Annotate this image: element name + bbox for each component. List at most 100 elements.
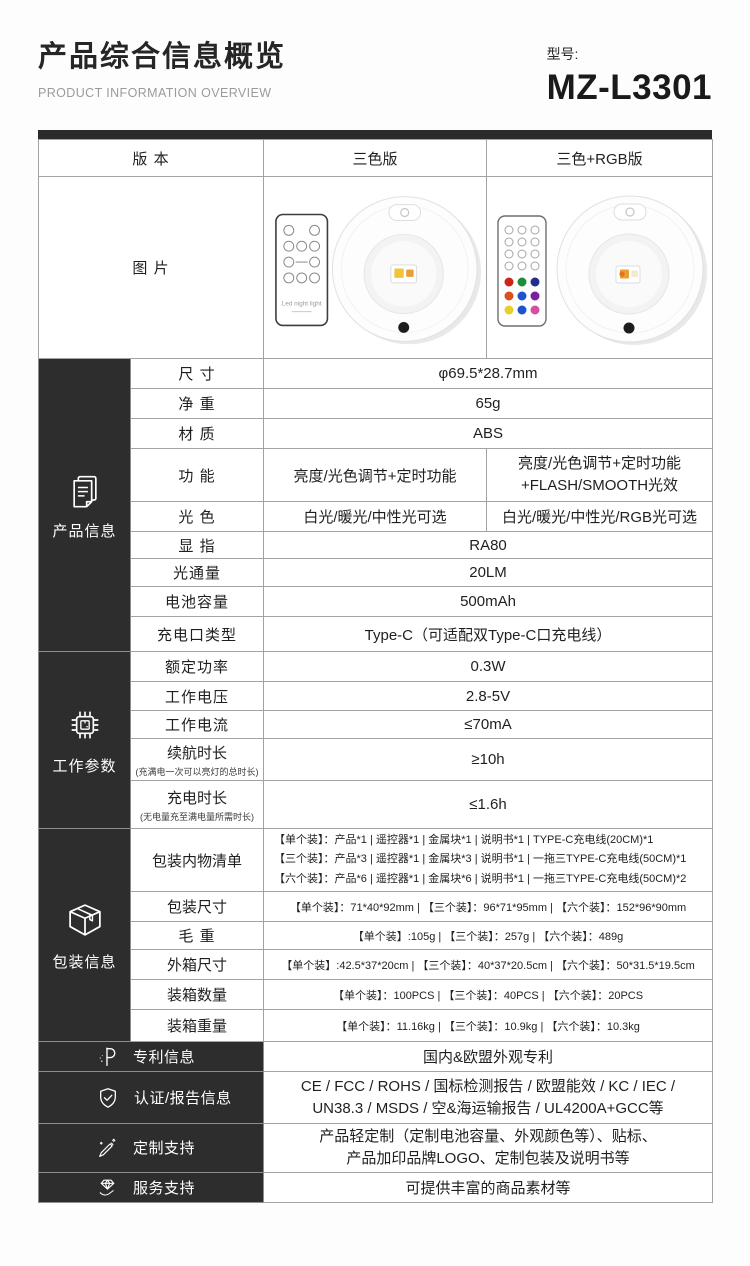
model-label: 型号: bbox=[546, 46, 579, 62]
value-battery: 500mAh bbox=[263, 586, 714, 617]
runtime-label: 续航时长 bbox=[167, 744, 228, 762]
label-rated-power: 额定功率 bbox=[129, 651, 265, 682]
row-current: 工作电流 ≤70mA bbox=[39, 710, 714, 739]
rgb-remote-control-icon bbox=[496, 214, 547, 327]
value-contents: 【单个装】：产品*1 | 遥控器*1 | 金属块*1 | 说明书*1 | TYP… bbox=[263, 828, 714, 892]
section-label: 工作参数 bbox=[52, 757, 117, 775]
label-carton-size: 外箱尺寸 bbox=[129, 949, 265, 980]
custom-header-cell: 定制支持 bbox=[37, 1123, 265, 1173]
custom-line2: 产品加印品牌LOGO、定制包装及说明书等 bbox=[346, 1149, 630, 1167]
label-flux: 光通量 bbox=[129, 558, 265, 587]
row-voltage: 工作电压 2.8-5V bbox=[39, 681, 714, 711]
function-rgb-line1: 亮度/光色调节+定时功能 bbox=[518, 455, 681, 473]
value-gross-weight: 【单个装】:105g | 【三个装】：257g | 【六个装】：489g bbox=[263, 921, 714, 950]
row-carton-weight: 装箱重量 【单个装】：11.16kg | 【三个装】：10.9kg | 【六个装… bbox=[39, 1009, 714, 1042]
model-number: MZ-L3301 bbox=[546, 68, 712, 107]
patent-label: 专利信息 bbox=[133, 1049, 196, 1066]
value-current: ≤70mA bbox=[263, 710, 714, 739]
value-carton-size: 【单个装】:42.5*37*20cm | 【三个装】：40*37*20.5cm … bbox=[263, 949, 714, 980]
contents-line-six: 【六个装】：产品*6 | 遥控器*1 | 金属块*6 | 说明书*1 | 一拖三… bbox=[274, 872, 687, 885]
table-top-bar bbox=[38, 130, 712, 139]
value-custom: 产品轻定制（定制电池容量、外观颜色等）、贴标、 产品加印品牌LOGO、定制包装及… bbox=[263, 1123, 714, 1173]
label-net-weight: 净 重 bbox=[129, 388, 265, 419]
remote-control-icon: Led night light bbox=[275, 213, 329, 326]
charge-time-sublabel: (无电量充至满电量所需时长) bbox=[140, 811, 254, 822]
page-subtitle: PRODUCT INFORMATION OVERVIEW bbox=[38, 85, 272, 100]
custom-label: 定制支持 bbox=[133, 1140, 196, 1158]
label-carton-weight: 装箱重量 bbox=[129, 1009, 265, 1042]
puck-light bbox=[331, 195, 482, 344]
product-photo-tricolor: Led night light bbox=[275, 195, 482, 344]
label-material: 材 质 bbox=[129, 418, 265, 449]
label-voltage: 工作电压 bbox=[129, 681, 265, 711]
row-size: 产品信息 尺 寸 φ69.5*28.7mm bbox=[38, 358, 714, 652]
label-port: 充电口类型 bbox=[129, 616, 265, 652]
page-header: 产品综合信息概览 PRODUCT INFORMATION OVERVIEW 型号… bbox=[0, 0, 750, 118]
value-runtime: ≥10h bbox=[263, 738, 714, 781]
page-title: 产品综合信息概览 bbox=[38, 41, 287, 73]
row-light-color: 光 色 白光/暖光/中性光可选 白光/暖光/中性光/RGB光可选 bbox=[39, 501, 714, 532]
row-function: 功 能 亮度/光色调节+定时功能 亮度/光色调节+定时功能 +FLASH/SMO… bbox=[39, 448, 714, 502]
sidebar-packaging: 包装信息 bbox=[38, 828, 131, 1042]
runtime-sublabel: (充满电一次可以亮灯的总时长) bbox=[135, 766, 259, 777]
label-battery: 电池容量 bbox=[129, 586, 265, 617]
value-carton-qty: 【单个装】：100PCS | 【三个装】：40PCS | 【六个装】：20PCS bbox=[263, 979, 714, 1010]
row-material: 材 质 ABS bbox=[39, 418, 714, 449]
cert-label: 认证/报告信息 bbox=[134, 1090, 232, 1107]
image-row: 图 片 Led night light bbox=[37, 176, 714, 359]
value-rated-power: 0.3W bbox=[263, 651, 714, 682]
label-runtime: 续航时长 (充满电一次可以亮灯的总时长) bbox=[129, 738, 265, 781]
shield-check-icon bbox=[100, 1087, 116, 1108]
image-header-cell: 图 片 bbox=[37, 176, 265, 359]
led-orange bbox=[406, 268, 414, 277]
title-block: 产品综合信息概览 PRODUCT INFORMATION OVERVIEW bbox=[38, 41, 287, 100]
product-image-tricolor-cell: Led night light bbox=[263, 176, 488, 359]
value-charge-time: ≤1.6h bbox=[263, 780, 714, 829]
box-icon bbox=[68, 903, 101, 936]
product-image-rgb-cell bbox=[486, 176, 714, 359]
value-pack-size: 【单个装】：71*40*92mm | 【三个装】：96*71*95mm | 【六… bbox=[263, 891, 714, 922]
row-port: 充电口类型 Type-C（可适配双Type-C口充电线） bbox=[39, 616, 714, 652]
patent-header-cell: 专利信息 bbox=[37, 1041, 265, 1072]
chip-icon bbox=[71, 711, 98, 738]
value-port: Type-C（可适配双Type-C口充电线） bbox=[263, 616, 714, 652]
row-contents: 包装信息 包装内物清单 【单个装】：产品*1 | 遥控器*1 | 金属块*1 |… bbox=[38, 828, 714, 1042]
version-row: 版 本 三色版 三色+RGB版 bbox=[37, 139, 714, 177]
row-rated-power: 工作参数 额定功率 0.3W bbox=[38, 651, 714, 829]
value-size: φ69.5*28.7mm bbox=[263, 358, 714, 389]
value-light-color-rgb: 白光/暖光/中性光/RGB光可选 bbox=[486, 501, 714, 532]
label-function: 功 能 bbox=[129, 448, 265, 502]
contents-line-single: 【单个装】：产品*1 | 遥控器*1 | 金属块*1 | 说明书*1 | TYP… bbox=[274, 834, 654, 847]
label-contents: 包装内物清单 bbox=[129, 828, 265, 892]
section-label: 产品信息 bbox=[52, 522, 117, 540]
row-carton-size: 外箱尺寸 【单个装】:42.5*37*20cm | 【三个装】：40*37*20… bbox=[39, 949, 714, 980]
led-yellow bbox=[394, 267, 404, 278]
charge-time-label: 充电时长 bbox=[167, 789, 228, 807]
row-custom: 定制支持 产品轻定制（定制电池容量、外观颜色等）、贴标、 产品加印品牌LOGO、… bbox=[37, 1123, 714, 1173]
function-rgb-line2: +FLASH/SMOOTH光效 bbox=[520, 477, 679, 494]
value-carton-weight: 【单个装】：11.16kg | 【三个装】：10.9kg | 【六个装】：10.… bbox=[263, 1009, 714, 1042]
value-service: 可提供丰富的商品素材等 bbox=[263, 1171, 714, 1203]
row-battery: 电池容量 500mAh bbox=[39, 586, 714, 617]
label-cri: 显 指 bbox=[129, 531, 265, 559]
sensor-dot bbox=[398, 321, 410, 333]
label-charge-time: 充电时长 (无电量充至满电量所需时长) bbox=[129, 780, 265, 829]
row-service: 服务支持 可提供丰富的商品素材等 bbox=[37, 1171, 714, 1203]
value-net-weight: 65g bbox=[263, 388, 714, 419]
row-flux: 光通量 20LM bbox=[39, 558, 714, 587]
row-carton-qty: 装箱数量 【单个装】：100PCS | 【三个装】：40PCS | 【六个装】：… bbox=[39, 979, 714, 1010]
value-cert: CE / FCC / ROHS / 国标检测报告 / 欧盟能效 / KC / I… bbox=[263, 1071, 714, 1124]
product-photo-rgb bbox=[496, 195, 707, 345]
value-function-tricolor: 亮度/光色调节+定时功能 bbox=[263, 448, 488, 502]
cert-line2: UN38.3 / MSDS / 空&海运输报告 / UL4200A+GCC等 bbox=[312, 1099, 664, 1117]
label-light-color: 光 色 bbox=[129, 501, 265, 532]
row-net-weight: 净 重 65g bbox=[39, 388, 714, 419]
remote-caption: Led night light bbox=[282, 300, 322, 307]
sensor-dot bbox=[623, 322, 635, 333]
hand-gem-icon bbox=[99, 1179, 115, 1196]
section-label: 包装信息 bbox=[52, 953, 117, 971]
contents-line-triple: 【三个装】：产品*3 | 遥控器*1 | 金属块*3 | 说明书*1 | 一拖三… bbox=[274, 853, 687, 866]
sidebar-product-info: 产品信息 bbox=[38, 358, 131, 652]
value-function-rgb: 亮度/光色调节+定时功能 +FLASH/SMOOTH光效 bbox=[486, 448, 714, 502]
